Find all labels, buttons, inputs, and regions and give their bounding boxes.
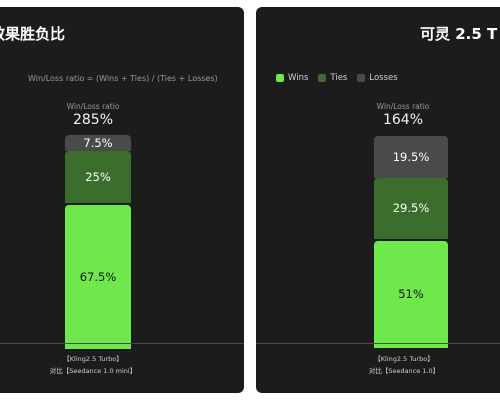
chart-title: 效果胜负比 [0, 25, 66, 43]
legend-swatch-ties [318, 74, 327, 82]
caption-line-1: 【Kling2.5 Turbo】 [374, 355, 434, 363]
legend-label-losses: Losses [369, 73, 398, 83]
stacked-bar: 67.5% 25% 7.5% [65, 135, 131, 351]
baseline-divider [0, 343, 244, 344]
caption-line-1: 【Kling2.5 Turbo】 [63, 355, 123, 363]
data-label: 19.5% [392, 149, 430, 164]
bar-segment-ties: 29.5% [374, 177, 448, 239]
legend-swatch-losses [357, 74, 366, 82]
ratio-value: 285% [72, 112, 114, 128]
stacked-bar: 51% 29.5% 19.5% [374, 136, 448, 350]
legend-swatch-wins [276, 74, 284, 82]
comparison-caption: 【Kling2.5 Turbo】 对比【Seedance 1.0 mini】 [18, 353, 168, 377]
legend-label-wins: Wins [288, 73, 309, 83]
legend: Wins Ties Losses [276, 73, 398, 83]
ratio-label: Win/Loss ratio [376, 102, 430, 111]
bar-segment-wins: 51% [374, 240, 448, 348]
left-chart-panel: 效果胜负比 Win/Loss ratio = (Wins + Ties) / (… [0, 7, 244, 393]
legend-item-losses: Losses [357, 73, 398, 83]
right-chart-panel: 可灵 2.5 T Wins Ties Losses Win/Loss ratio… [256, 7, 500, 393]
legend-item-wins: Wins [276, 73, 308, 83]
data-label: 67.5% [79, 270, 117, 285]
legend-label-ties: Ties [330, 73, 348, 83]
ratio-label: Win/Loss ratio [66, 102, 120, 111]
caption-line-2: 对比【Seedance 1.0】 [368, 367, 440, 375]
baseline-divider [256, 343, 500, 344]
ratio-value: 164% [382, 112, 424, 128]
chart-title: 可灵 2.5 T [420, 25, 498, 43]
data-label: 25% [85, 170, 111, 185]
bar-segment-losses: 7.5% [65, 135, 131, 152]
ratio-formula: Win/Loss ratio = (Wins + Ties) / (Ties +… [28, 74, 218, 83]
caption-line-2: 对比【Seedance 1.0 mini】 [49, 367, 137, 375]
comparison-caption: 【Kling2.5 Turbo】 对比【Seedance 1.0】 [329, 353, 479, 377]
data-label: 7.5% [83, 136, 113, 151]
bar-segment-ties: 25% [65, 151, 131, 204]
data-label: 29.5% [392, 201, 430, 216]
data-label: 51% [398, 287, 424, 302]
bar-segment-wins: 67.5% [65, 205, 131, 349]
legend-item-ties: Ties [318, 73, 347, 83]
bar-segment-losses: 19.5% [374, 136, 448, 178]
